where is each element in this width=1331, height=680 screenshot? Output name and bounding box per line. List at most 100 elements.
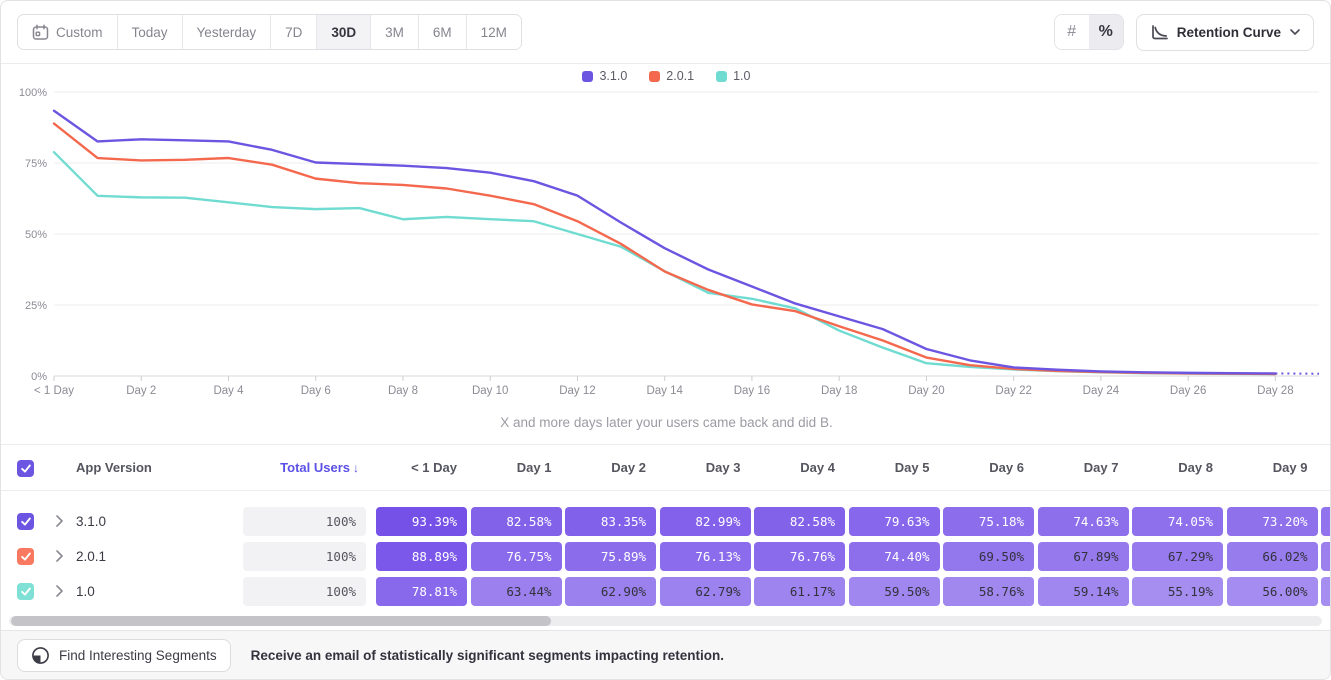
retention-cell: 88.89% <box>376 542 467 571</box>
retention-cell: 76.13% <box>659 542 751 571</box>
retention-cell: 66.02% <box>1226 542 1318 571</box>
chart-gridlines <box>54 91 1319 377</box>
column-header-1-day: < 1 Day <box>411 460 457 475</box>
find-interesting-segments-label: Find Interesting Segments <box>59 647 217 663</box>
retention-cell: 75.89% <box>565 542 656 571</box>
retention-cell: 62.90% <box>565 577 656 606</box>
y-axis-label: 0% <box>31 371 47 383</box>
chart-area: 3.1.0 2.0.1 1.0 0% 25% 50% 75% 100% < 1 Day Day … <box>1 64 1330 444</box>
retention-curve-icon <box>1150 24 1168 41</box>
horizontal-scrollbar-track[interactable] <box>9 616 1322 626</box>
select-all-checkbox[interactable] <box>17 460 34 477</box>
legend-label: 3.1.0 <box>599 69 628 83</box>
legend-item-3-1-0[interactable]: 3.1.0 <box>582 69 627 83</box>
retention-cell: 73.20% <box>1226 507 1318 536</box>
row-label: 2.0.1 <box>76 549 107 564</box>
y-axis-label: 50% <box>25 229 47 241</box>
x-axis-label: Day 28 <box>1257 385 1293 397</box>
chevron-down-icon <box>1290 29 1300 35</box>
chart-type-label: Retention Curve <box>1176 24 1281 40</box>
retention-cell: 82.99% <box>659 507 751 536</box>
x-axis-label: < 1 Day <box>34 385 74 397</box>
number-mode-button[interactable]: # <box>1054 15 1089 49</box>
chart-x-axis: < 1 Day Day 2 Day 4 Day 6 Day 8 Day 10 Day 12 D… <box>34 376 1294 397</box>
x-axis-label: Day 14 <box>646 385 683 397</box>
y-axis-label: 25% <box>25 300 47 312</box>
column-header-day-5: Day 5 <box>894 460 930 475</box>
date-range-custom[interactable]: Custom <box>18 15 118 49</box>
find-interesting-segments-button[interactable]: Find Interesting Segments <box>17 638 231 672</box>
retention-cell: 74.63% <box>1037 507 1129 536</box>
retention-cell: 74.40% <box>848 542 940 571</box>
row-checkbox-3-1-0[interactable] <box>17 513 34 530</box>
table-row-2-0-1[interactable]: 2.0.1 100% 88.89% 76.75% 75.89% 76.13% 76.76% 7… <box>1 539 1330 574</box>
column-header-day-1: Day 1 <box>516 460 552 475</box>
retention-cell: 56.00% <box>1226 577 1318 606</box>
column-header-day-3: Day 3 <box>705 460 741 475</box>
footer-bar: Find Interesting Segments Receive an ema… <box>1 630 1330 679</box>
date-range-today[interactable]: Today <box>117 15 183 49</box>
row-checkbox-1-0[interactable] <box>17 583 34 600</box>
toolbar-right: #% Retention Curve <box>1053 13 1314 51</box>
date-range-label: 6M <box>432 24 452 40</box>
row-label: 3.1.0 <box>76 514 107 529</box>
row-label: 1.0 <box>76 584 95 599</box>
row-expand-chevron-icon[interactable] <box>56 550 63 562</box>
date-range-6m[interactable]: 6M <box>418 15 467 49</box>
retention-cell-partial <box>1321 577 1330 606</box>
row-expand-chevron-icon[interactable] <box>56 515 63 527</box>
legend-item-2-0-1[interactable]: 2.0.1 <box>649 69 694 83</box>
column-header-day-4: Day 4 <box>800 460 835 475</box>
date-range-yesterday[interactable]: Yesterday <box>182 15 272 49</box>
table-row-3-1-0[interactable]: 3.1.0 100% 93.39% 82.58% 83.35% 82.99% 82.58% 7… <box>1 504 1330 539</box>
date-range-12m[interactable]: 12M <box>466 15 521 49</box>
series-line-1-0 <box>52 150 1277 376</box>
retention-cell: 79.63% <box>848 507 940 536</box>
x-axis-label: Day 20 <box>908 385 944 397</box>
horizontal-scrollbar-thumb[interactable] <box>11 616 551 626</box>
x-axis-label: Day 26 <box>1170 385 1206 397</box>
segments-pie-icon <box>31 646 50 665</box>
percent-mode-button[interactable]: % <box>1088 15 1123 49</box>
x-axis-label: Day 10 <box>472 385 508 397</box>
retention-cell: 59.50% <box>848 577 940 606</box>
retention-cell: 83.35% <box>565 507 656 536</box>
table-row-1-0[interactable]: 1.0 100% 78.81% 63.44% 62.90% 62.79% 61.17% 59.… <box>1 574 1330 609</box>
column-header-day-9: Day 9 <box>1272 460 1308 475</box>
legend-swatch <box>582 70 594 82</box>
date-range-label: 12M <box>480 24 507 40</box>
row-checkbox-2-0-1[interactable] <box>17 548 34 565</box>
date-range-label: Custom <box>56 24 103 40</box>
legend-item-1-0[interactable]: 1.0 <box>716 69 751 83</box>
row-expand-chevron-icon[interactable] <box>56 585 63 597</box>
x-axis-label: Day 2 <box>126 385 156 397</box>
date-range-3m[interactable]: 3M <box>371 15 419 49</box>
chart-legend: 3.1.0 2.0.1 1.0 <box>1 69 1330 83</box>
retention-cell: 69.50% <box>943 542 1034 571</box>
retention-cell: 76.76% <box>754 542 845 571</box>
retention-cell-partial <box>1321 507 1330 536</box>
retention-cell: 74.05% <box>1132 507 1223 536</box>
toolbar: Custom Today Yesterday 7D 30D 3M 6M 12M #% Rete… <box>1 1 1330 64</box>
retention-cell: 67.29% <box>1132 542 1223 571</box>
sort-descending-icon: ↓ <box>353 460 359 475</box>
column-header-day-2: Day 2 <box>611 460 646 475</box>
date-range-30d[interactable]: 30D <box>317 15 372 49</box>
x-axis-label: Day 18 <box>821 385 857 397</box>
total-users-cell: 100% <box>243 507 366 536</box>
column-header-day-8: Day 8 <box>1178 460 1213 475</box>
retention-cell: 82.58% <box>470 507 562 536</box>
retention-chart: 0% 25% 50% 75% 100% < 1 Day Day 2 Day 4 Day 6 Day… <box>19 87 1320 397</box>
column-header-day-6: Day 6 <box>989 460 1024 475</box>
date-range-7d[interactable]: 7D <box>271 15 318 49</box>
x-axis-label: Day 22 <box>995 385 1031 397</box>
footer-message: Receive an email of statistically signif… <box>250 647 724 663</box>
column-header-total-users[interactable]: Total Users ↓ <box>280 460 359 475</box>
legend-label: 2.0.1 <box>666 69 695 83</box>
retention-cell: 55.19% <box>1132 577 1223 606</box>
retention-cell: 62.79% <box>659 577 751 606</box>
chart-type-selector[interactable]: Retention Curve <box>1135 13 1314 51</box>
retention-cell: 58.76% <box>943 577 1034 606</box>
retention-cell: 63.44% <box>470 577 562 606</box>
x-axis-label: Day 24 <box>1083 385 1120 397</box>
